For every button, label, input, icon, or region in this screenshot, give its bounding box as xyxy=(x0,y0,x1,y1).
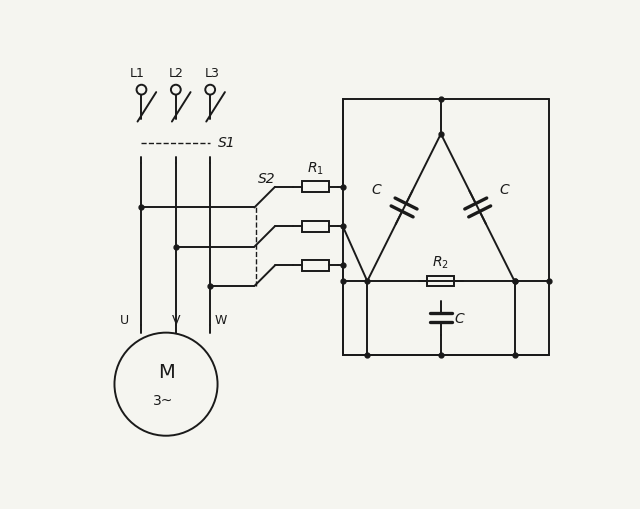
Text: 3~: 3~ xyxy=(154,393,173,407)
Text: $C$: $C$ xyxy=(499,182,511,196)
Text: M: M xyxy=(157,363,174,382)
Text: $C$: $C$ xyxy=(371,182,383,196)
Text: $R_1$: $R_1$ xyxy=(307,160,324,176)
Bar xyxy=(428,276,454,287)
Text: L3: L3 xyxy=(205,67,220,80)
Text: U: U xyxy=(120,313,129,326)
Text: S2: S2 xyxy=(259,172,276,186)
Text: $R_2$: $R_2$ xyxy=(433,254,449,270)
Text: $C$: $C$ xyxy=(454,312,465,325)
Bar xyxy=(302,261,329,271)
Text: V: V xyxy=(172,313,180,326)
Text: L1: L1 xyxy=(130,67,145,80)
Text: W: W xyxy=(215,313,227,326)
Bar xyxy=(302,182,329,193)
Bar xyxy=(302,221,329,232)
Text: L2: L2 xyxy=(168,67,183,80)
Text: S1: S1 xyxy=(218,136,235,150)
